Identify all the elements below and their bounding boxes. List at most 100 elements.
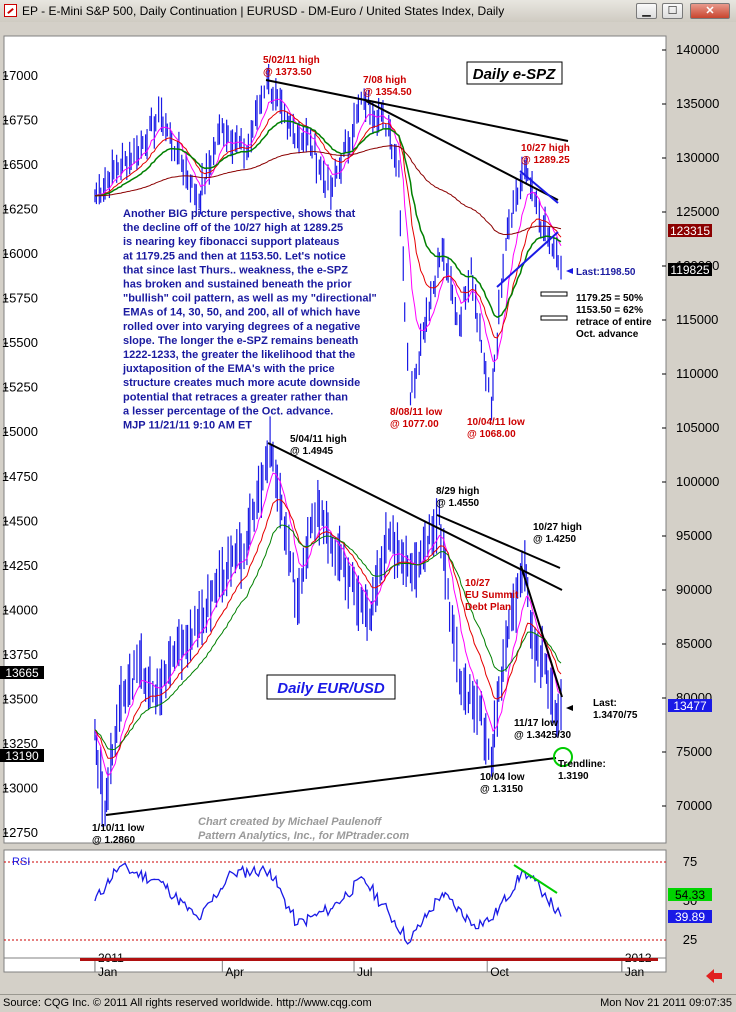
x-axis-label: Jul: [357, 965, 372, 979]
rsi-line: [94, 862, 562, 945]
right-axis-tick-label: 70000: [676, 798, 712, 813]
chart-credit: Pattern Analytics, Inc., for MPtrader.co…: [198, 830, 409, 842]
last-price-arrow-icon: [566, 268, 573, 274]
eur-low-1004-label: 10/04 low: [480, 772, 525, 783]
time-range-strip: [80, 958, 658, 961]
spx-ema-50-line: [94, 120, 562, 319]
eur-last-label: Last:: [593, 698, 617, 709]
trendline-note: Trendline:: [558, 759, 606, 770]
maximize-button[interactable]: ☐: [662, 3, 683, 19]
spx-high-0502-label: 5/02/11 high: [263, 55, 320, 66]
eur-trendline-mid: [436, 514, 561, 569]
spx-title-box: [466, 61, 563, 85]
left-axis-tick-label: 13250: [2, 736, 38, 751]
commentary-line: 1222-1233, the greater the likelihood th…: [123, 349, 355, 361]
right-axis-tick-label: 75000: [676, 744, 712, 759]
spx-high-1027-label: 10/27 high: [521, 143, 570, 154]
title-bar: EP - E-Mini S&P 500, Daily Continuation …: [0, 0, 736, 23]
status-bar: Source: CQG Inc. © 2011 All rights reser…: [0, 994, 736, 1012]
eur-low-0110-label: @ 1.2860: [92, 835, 136, 846]
rsi-value-badge-bg: [668, 888, 712, 901]
eu-summit-note: Debt Plan: [465, 602, 511, 613]
spx-trendline-upper: [265, 79, 569, 142]
left-axis-tick-label: 13500: [2, 691, 38, 706]
x-axis-label: Apr: [225, 965, 244, 979]
commentary-line: Another BIG picture perspective, shows t…: [123, 208, 356, 220]
eur-price-badge: 13190: [5, 749, 39, 763]
eur-title-box: [266, 674, 396, 700]
commentary-line: MJP 11/21/11 9:10 AM ET: [123, 420, 252, 432]
commentary-line: at 1179.25 and then at 1153.50. Let's no…: [123, 250, 346, 262]
spx-price-badge-bg: [668, 263, 712, 276]
chart-app-icon: [4, 4, 17, 17]
x-axis-label: Jan: [625, 965, 644, 979]
window-title: EP - E-Mini S&P 500, Daily Continuation …: [22, 4, 505, 18]
maximize-icon: ☐: [667, 5, 678, 17]
spx-low-0808-label: @ 1077.00: [390, 419, 439, 430]
eur-high-0504-label: 5/04/11 high: [290, 434, 347, 445]
left-axis-tick-label: 17000: [2, 68, 38, 83]
rsi-value-badge-bg: [668, 910, 712, 923]
eur-high-0829-label: 8/29 high: [436, 486, 479, 497]
spx-price-badge: 119825: [670, 263, 709, 277]
right-axis-tick-label: 135000: [676, 96, 719, 111]
right-axis-tick-label: 115000: [676, 312, 718, 327]
commentary-line: EMAs of 14, 30, 50, and 200, all of whic…: [123, 307, 360, 319]
left-axis-tick-label: 15250: [2, 380, 38, 395]
commentary-line: has broken and sustained beneath the pri…: [123, 279, 352, 291]
rsi-label: RSI: [12, 856, 30, 868]
spx-ema-14-line: [94, 98, 562, 363]
eur-high-0504-label: @ 1.4945: [290, 446, 334, 457]
left-axis-tick-label: 12750: [2, 825, 38, 840]
rsi-value-badge: 54.33: [675, 888, 705, 902]
eur-low-1117-label: 11/17 low: [514, 718, 558, 729]
right-axis-tick-label: 85000: [676, 636, 712, 651]
spx-price-badge-bg: [668, 224, 712, 237]
left-axis-tick-label: 16250: [2, 202, 38, 217]
x-axis-label: Jan: [98, 965, 117, 979]
close-button[interactable]: ✕: [690, 3, 730, 19]
commentary-line: the decline off of the 10/27 high at 128…: [123, 222, 343, 234]
left-axis-tick-label: 15750: [2, 291, 38, 306]
commentary-line: "bullish" coil pattern, as well as my "d…: [123, 293, 377, 305]
minimize-button[interactable]: ▁: [636, 3, 657, 19]
left-axis-tick-label: 14750: [2, 469, 38, 484]
fib-note: Oct. advance: [576, 329, 639, 340]
spx-last-label: Last:1198.50: [576, 267, 636, 278]
commentary-line: potential that retraces a greater rather…: [123, 391, 348, 403]
chart-credit: Chart created by Michael Paulenoff: [198, 816, 383, 828]
minimize-icon: ▁: [642, 5, 651, 17]
eur-last-label: 1.3470/75: [593, 710, 638, 721]
fib-note: retrace of entire: [576, 317, 652, 328]
spx-price-badge: 123315: [670, 224, 710, 238]
fib-50-marker: [540, 291, 568, 297]
eur-price-badge-bg: [0, 666, 44, 679]
rsi-axis-tick-label: 75: [683, 854, 697, 869]
right-axis-tick-label: 105000: [676, 420, 719, 435]
source-credit: Source: CQG Inc. © 2011 All rights reser…: [3, 997, 372, 1009]
spx-low-1004-label: 10/04/11 low: [467, 417, 525, 428]
commentary-line: is nearing key fibonacci support plateau…: [123, 236, 339, 248]
spx-low-0808-label: 8/08/11 low: [390, 407, 442, 418]
left-axis-tick-label: 14000: [2, 602, 38, 617]
commentary-line: slope. The longer the e-SPZ remains bene…: [123, 335, 359, 347]
trendline-touch-marker: [553, 747, 573, 767]
left-axis-tick-label: 14500: [2, 513, 38, 528]
spx-low-1004-label: @ 1068.00: [467, 429, 516, 440]
eu-summit-note: 10/27: [465, 578, 490, 589]
left-axis-tick-label: 16000: [2, 246, 38, 261]
fib-62-marker: [540, 315, 568, 321]
left-axis-tick-label: 14250: [2, 558, 38, 573]
eur-low-0110-label: 1/10/11 low: [92, 823, 144, 834]
eur-high-0829-label: @ 1.4550: [436, 498, 480, 509]
rsi-axis-tick-label: 25: [683, 932, 697, 947]
spx-high-0708-label: 7/08 high: [363, 75, 406, 86]
spx-ema-200-line: [94, 145, 562, 236]
right-axis-tick-label: 90000: [676, 582, 712, 597]
spx-high-0502-label: @ 1373.50: [263, 67, 312, 78]
eur-low-1004-label: @ 1.3150: [480, 784, 524, 795]
eur-ema-14-line: [94, 472, 562, 777]
chart-canvas[interactable]: 17000 16750 16500 16250 16000 15750 15500 15250…: [0, 22, 736, 994]
eur-high-1027-label: 10/27 high: [533, 522, 582, 533]
commentary-line: that since last Thurs.. weakness, the e-…: [123, 264, 348, 276]
